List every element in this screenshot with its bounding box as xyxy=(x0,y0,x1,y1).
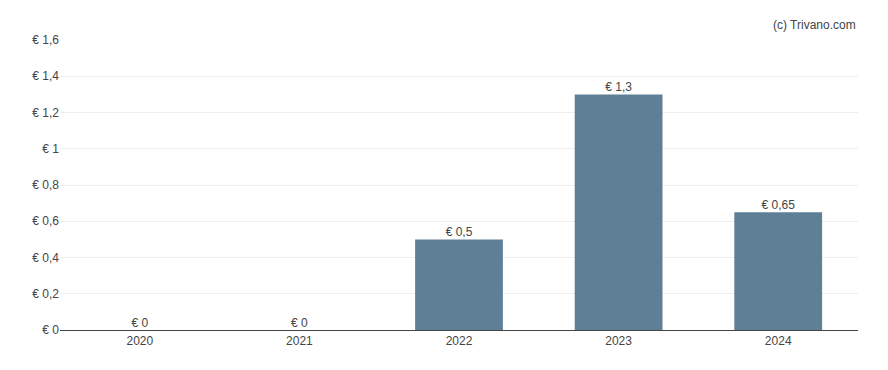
svg-text:€ 0,8: € 0,8 xyxy=(32,178,59,192)
svg-text:€ 0,65: € 0,65 xyxy=(762,198,796,212)
svg-text:€ 0,2: € 0,2 xyxy=(32,287,59,301)
svg-text:€ 0: € 0 xyxy=(131,316,148,330)
svg-text:€ 0: € 0 xyxy=(291,316,308,330)
svg-text:€ 1,3: € 1,3 xyxy=(605,80,632,94)
svg-text:€ 1,2: € 1,2 xyxy=(32,106,59,120)
svg-text:€ 1: € 1 xyxy=(42,142,59,156)
svg-text:€ 1,4: € 1,4 xyxy=(32,69,59,83)
svg-text:2021: 2021 xyxy=(286,334,313,348)
svg-text:(c) Trivano.com: (c) Trivano.com xyxy=(773,18,856,32)
svg-text:2023: 2023 xyxy=(605,334,632,348)
svg-text:€ 0,6: € 0,6 xyxy=(32,214,59,228)
svg-text:€ 0,5: € 0,5 xyxy=(446,225,473,239)
svg-text:2024: 2024 xyxy=(765,334,792,348)
svg-text:€ 0: € 0 xyxy=(42,323,59,337)
svg-text:2020: 2020 xyxy=(126,334,153,348)
svg-text:€ 1,6: € 1,6 xyxy=(32,33,59,47)
svg-text:2022: 2022 xyxy=(446,334,473,348)
svg-text:€ 0,4: € 0,4 xyxy=(32,251,59,265)
